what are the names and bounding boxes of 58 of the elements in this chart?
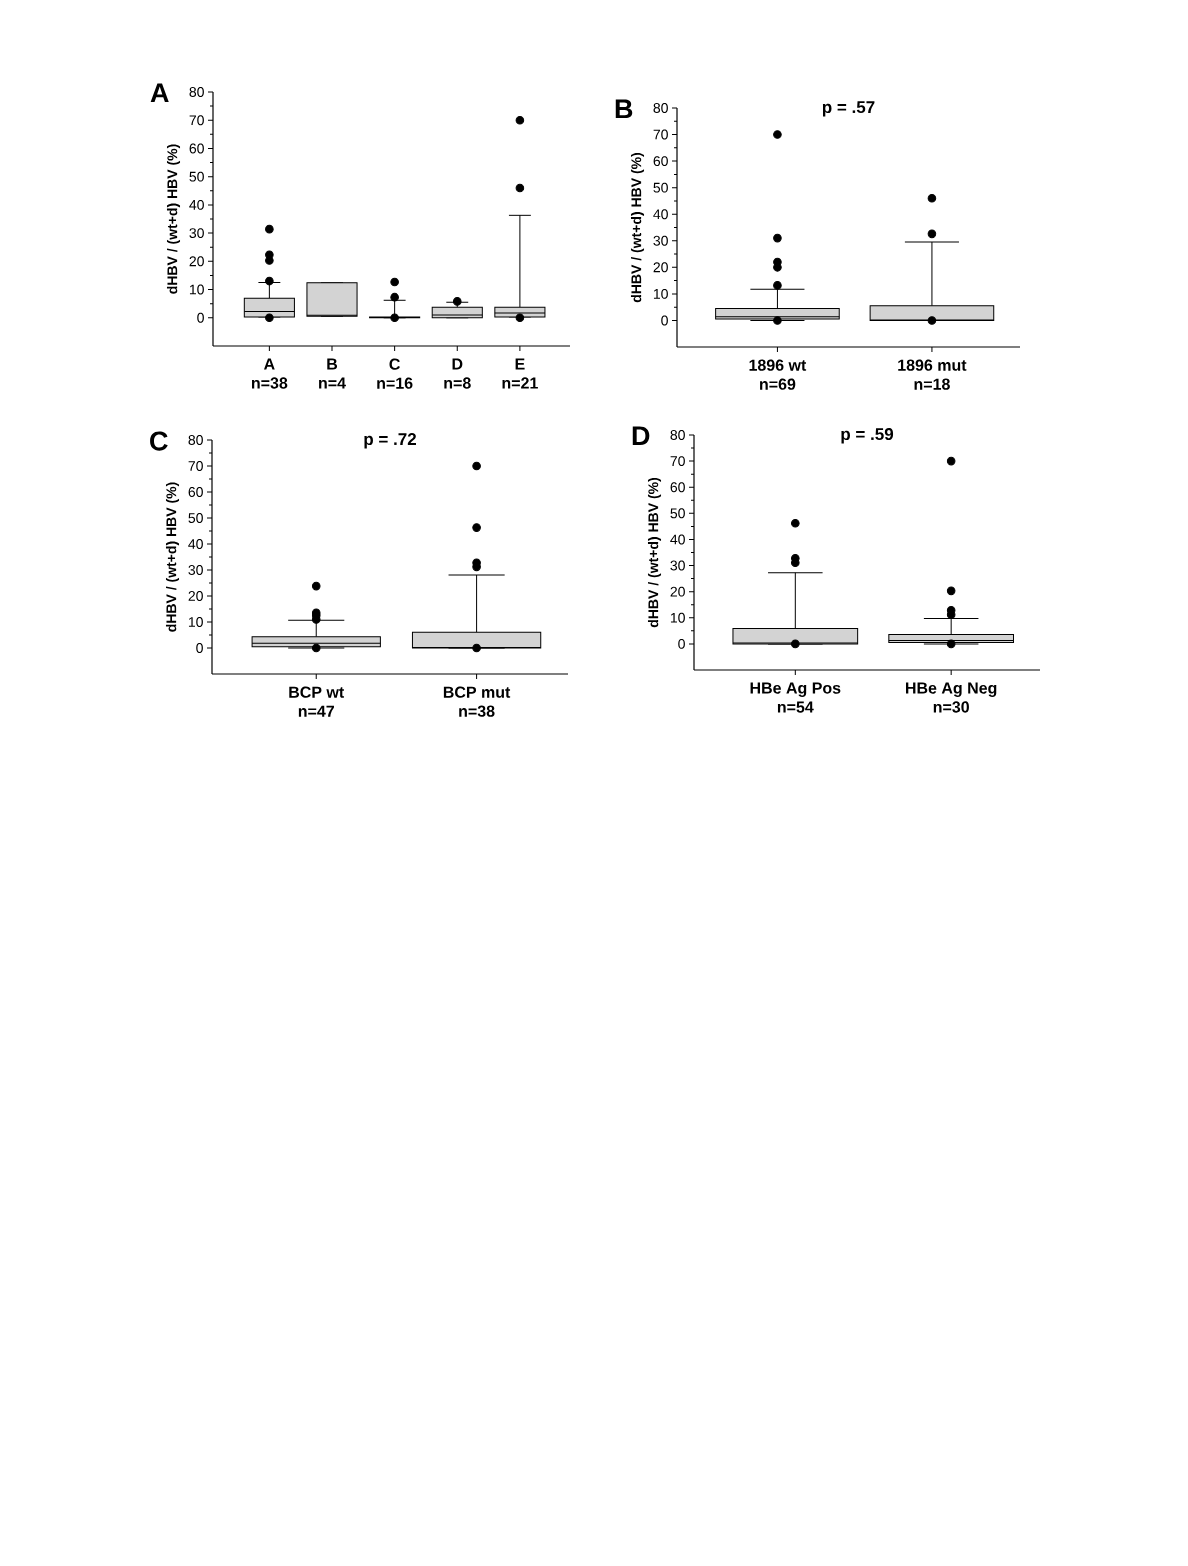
chart-title: C — [150, 431, 168, 451]
y-tick-label: 60 — [188, 487, 203, 497]
y-tick-label: 0 — [678, 638, 685, 649]
y-tick-label: 80 — [670, 430, 685, 440]
y-tick-label: 10 — [670, 612, 685, 623]
y-tick-label: 40 — [189, 199, 204, 210]
x-tick-label: 1896 mut n=18 — [898, 359, 967, 390]
annotation: p = .59 — [841, 428, 894, 444]
y-tick-label: 20 — [188, 591, 203, 601]
y-tick-label: 10 — [653, 288, 668, 299]
y-tick-label: 80 — [188, 435, 203, 445]
annotation: p = .72 — [364, 433, 416, 449]
y-tick-label: 30 — [653, 235, 668, 246]
y-tick-label: 0 — [196, 643, 203, 653]
y-tick-label: 60 — [670, 482, 685, 493]
chart-title: A — [150, 83, 169, 103]
y-tick-label: 30 — [188, 565, 203, 575]
x-tick-label: HBe Ag Neg n=30 — [906, 682, 997, 713]
chart-title: B — [615, 99, 633, 119]
y-axis-title: dHBV / (wt+d) HBV (%) — [165, 482, 180, 632]
x-tick-label: HBe Ag Pos n=54 — [750, 682, 841, 713]
x-tick-label: B n=4 — [319, 358, 346, 389]
y-tick-label: 70 — [670, 456, 685, 467]
y-tick-label: 70 — [188, 461, 203, 471]
y-tick-label: 80 — [189, 87, 204, 97]
y-tick-label: 60 — [653, 156, 668, 167]
x-tick-label: BCP wt n=47 — [289, 686, 345, 717]
y-tick-label: 50 — [189, 171, 204, 182]
y-tick-label: 20 — [189, 256, 204, 267]
y-tick-label: 50 — [653, 182, 668, 193]
y-axis-title: dHBV / (wt+d) HBV (%) — [630, 152, 645, 303]
y-tick-label: 80 — [653, 103, 668, 113]
x-tick-label: BCP mut n=38 — [443, 686, 511, 717]
x-tick-label: A n=38 — [251, 358, 288, 389]
y-axis-title: dHBV / (wt+d) HBV (%) — [166, 144, 181, 294]
y-axis-title: dHBV / (wt+d) HBV (%) — [647, 477, 662, 628]
y-tick-label: 20 — [653, 262, 668, 273]
y-tick-label: 30 — [670, 560, 685, 571]
y-tick-label: 60 — [189, 143, 204, 154]
x-tick-label: E n=21 — [502, 358, 538, 389]
y-tick-label: 40 — [188, 539, 203, 549]
y-tick-label: 10 — [188, 617, 203, 627]
y-tick-label: 70 — [189, 115, 204, 126]
chart-title: D — [632, 426, 650, 446]
annotation: p = .57 — [822, 101, 875, 117]
y-tick-label: 70 — [653, 129, 668, 140]
y-tick-label: 40 — [670, 534, 685, 545]
x-tick-label: 1896 wt n=69 — [749, 359, 807, 390]
y-tick-label: 0 — [661, 315, 668, 326]
y-tick-label: 0 — [197, 312, 204, 323]
y-tick-label: 50 — [670, 508, 685, 519]
x-tick-label: D n=8 — [444, 358, 471, 389]
y-tick-label: 50 — [188, 513, 203, 523]
x-tick-label: C n=16 — [377, 358, 413, 389]
y-tick-label: 40 — [653, 209, 668, 220]
y-tick-label: 30 — [189, 228, 204, 239]
y-tick-label: 10 — [189, 284, 204, 295]
y-tick-label: 20 — [670, 586, 685, 597]
